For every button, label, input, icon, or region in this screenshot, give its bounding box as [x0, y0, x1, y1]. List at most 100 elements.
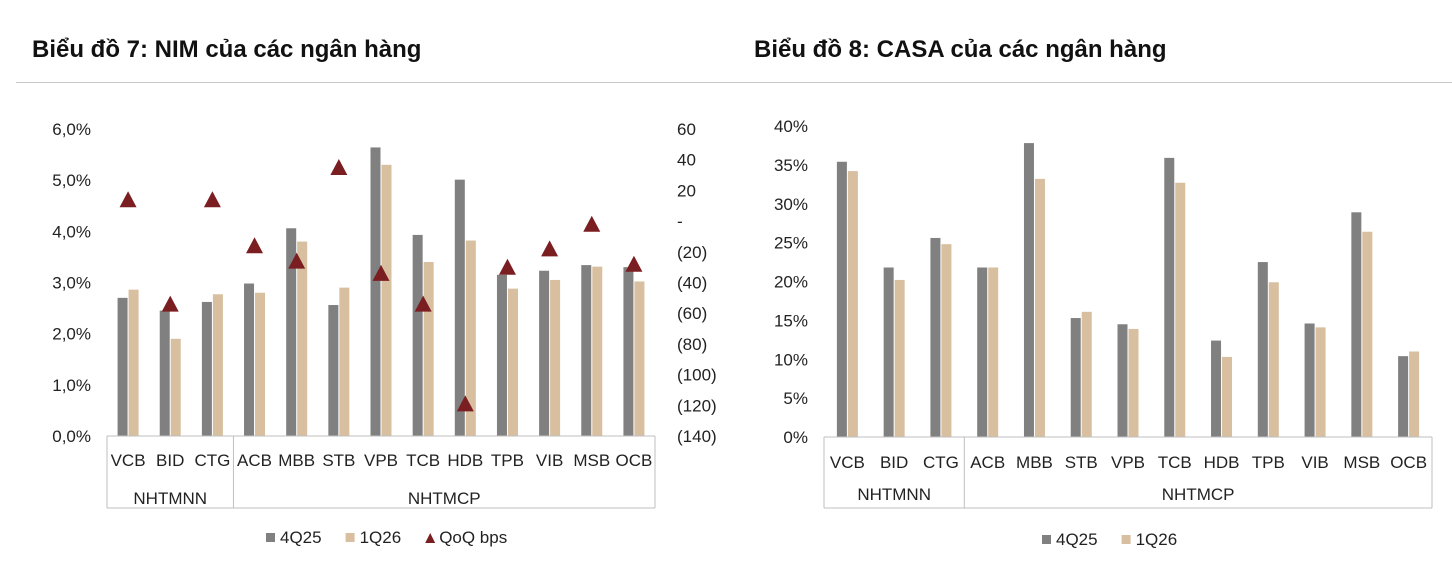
- chart7-y-tick-label: 5,0%: [52, 171, 91, 190]
- chart8-bar-4q25-vib: [1304, 323, 1315, 437]
- chart7-y2-tick-label: 60: [677, 120, 696, 139]
- chart8-group-label: NHTMCP: [1162, 485, 1235, 504]
- chart7-qoq-marker-msb: [583, 215, 601, 232]
- chart7-group-label: NHTMNN: [133, 489, 207, 508]
- chart7-bar-4q25-ocb: [623, 267, 634, 436]
- chart7-qoq-marker-ocb: [625, 255, 643, 272]
- chart8-y-tick-label: 5%: [783, 389, 808, 408]
- chart8-x-tick-label: CTG: [923, 453, 959, 472]
- chart7-y-tick-label: 4,0%: [52, 222, 91, 241]
- chart7-x-tick-label: TPB: [491, 451, 524, 470]
- chart7-y2-tick-label: (60): [677, 304, 707, 323]
- chart8-x-tick-label: OCB: [1390, 453, 1427, 472]
- chart8-bar-1q26-stb: [1081, 311, 1092, 437]
- chart7-y2-tick-label: (20): [677, 243, 707, 262]
- chart7-bar-4q25-stb: [328, 305, 339, 436]
- chart7-bar-1q26-hdb: [465, 240, 476, 436]
- chart7-y2-tick-label: (140): [677, 427, 717, 446]
- chart7-y2-tick-label: -: [677, 212, 683, 231]
- chart7-x-tick-label: VPB: [364, 451, 398, 470]
- chart7-x-tick-label: CTG: [194, 451, 230, 470]
- chart8-y-tick-label: 20%: [774, 273, 808, 292]
- chart7-x-tick-label: OCB: [616, 451, 653, 470]
- chart8-bar-1q26-bid: [894, 279, 905, 437]
- chart8-bar-1q26-tpb: [1268, 282, 1279, 437]
- chart7-x-tick-label: MSB: [573, 451, 610, 470]
- chart8-bar-4q25-ctg: [930, 237, 941, 437]
- chart7-legend-label: 1Q26: [360, 528, 402, 547]
- chart8-bar-4q25-mbb: [1023, 143, 1034, 438]
- chart7-y-tick-label: 0,0%: [52, 427, 91, 446]
- chart8-bar-1q26-ctg: [941, 244, 952, 437]
- chart7-group-label: NHTMCP: [408, 489, 481, 508]
- chart7-bar-4q25-vpb: [370, 147, 381, 437]
- chart8-y-tick-label: 0%: [783, 428, 808, 447]
- chart7-x-tick-label: ACB: [237, 451, 272, 470]
- chart7-legend-swatch-qoq: [425, 533, 436, 543]
- chart8-bar-4q25-msb: [1351, 212, 1362, 437]
- title-divider: [16, 82, 1452, 83]
- chart8-bar-1q26-hdb: [1222, 356, 1233, 437]
- chart8-x-tick-label: VPB: [1111, 453, 1145, 472]
- chart7-bar-1q26-bid: [170, 338, 181, 436]
- chart7-bar-1q26-msb: [592, 266, 603, 436]
- chart7-qoq-marker-tpb: [498, 258, 516, 275]
- chart7-y2-tick-label: (40): [677, 274, 707, 293]
- chart7-bar-4q25-vib: [539, 270, 550, 436]
- chart7-y2-tick-label: 20: [677, 181, 696, 200]
- chart7-bar-1q26-ocb: [634, 281, 645, 436]
- chart7-bar-4q25-hdb: [454, 179, 465, 436]
- chart8-bar-1q26-acb: [988, 267, 999, 437]
- chart8-y-tick-label: 35%: [774, 156, 808, 175]
- chart7-bar-1q26-acb: [255, 292, 266, 436]
- chart7-bar-1q26-vib: [550, 279, 561, 436]
- chart7-bar-1q26-ctg: [212, 294, 223, 436]
- chart8-bar-4q25-stb: [1070, 318, 1081, 437]
- chart7-qoq-marker-vib: [541, 240, 559, 257]
- chart8-bar-4q25-vcb: [836, 161, 847, 437]
- chart8-x-tick-label: BID: [880, 453, 908, 472]
- chart7-qoq-marker-vcb: [119, 191, 137, 208]
- chart7-title: Biểu đồ 7: NIM của các ngân hàng: [32, 36, 422, 63]
- chart7-bar-4q25-vcb: [117, 297, 128, 436]
- chart8-x-tick-label: STB: [1065, 453, 1098, 472]
- chart7-qoq-marker-hdb: [456, 395, 474, 412]
- chart7-x-tick-label: VIB: [536, 451, 563, 470]
- chart7-bar-4q25-msb: [581, 265, 592, 436]
- chart8-x-tick-label: VCB: [830, 453, 865, 472]
- chart7-x-tick-label: BID: [156, 451, 184, 470]
- chart7-qoq-marker-ctg: [203, 191, 221, 208]
- chart7-qoq-marker-acb: [246, 237, 264, 254]
- chart7-qoq-marker-mbb: [288, 252, 306, 269]
- chart8-bar-4q25-ocb: [1398, 356, 1409, 437]
- chart7-y2-tick-label: 40: [677, 151, 696, 170]
- chart8-bar-1q26-msb: [1362, 231, 1373, 437]
- chart7-legend-label: 4Q25: [280, 528, 322, 547]
- chart8-x-tick-label: MSB: [1343, 453, 1380, 472]
- chart8-legend-swatch-1q26: [1121, 535, 1131, 544]
- chart8-x-tick-label: MBB: [1016, 453, 1053, 472]
- chart7-bar-4q25-acb: [244, 283, 255, 436]
- chart7-bar-1q26-vpb: [381, 164, 392, 437]
- chart8-bar-4q25-tcb: [1164, 157, 1175, 437]
- chart8-y-tick-label: 25%: [774, 234, 808, 253]
- chart8-bar-4q25-vpb: [1117, 324, 1128, 437]
- chart7-bar-1q26-tpb: [507, 288, 518, 436]
- chart7-qoq-marker-vpb: [372, 264, 390, 281]
- chart8-y-tick-label: 40%: [774, 117, 808, 136]
- chart8-x-tick-label: HDB: [1204, 453, 1240, 472]
- chart7-y2-tick-label: (100): [677, 366, 717, 385]
- chart8-x-tick-label: TCB: [1158, 453, 1192, 472]
- chart7-y-tick-label: 2,0%: [52, 325, 91, 344]
- chart8-bar-1q26-ocb: [1409, 351, 1420, 437]
- chart8-x-tick-label: TPB: [1252, 453, 1285, 472]
- chart8-y-tick-label: 15%: [774, 311, 808, 330]
- chart7-qoq-marker-bid: [161, 295, 179, 312]
- chart8-bar-1q26-vib: [1315, 327, 1326, 437]
- chart8-legend-label: 1Q26: [1136, 530, 1178, 549]
- chart7-legend-swatch-4q25: [266, 533, 275, 542]
- chart7-bar-4q25-ctg: [201, 301, 212, 436]
- chart8-legend-label: 4Q25: [1056, 530, 1098, 549]
- chart7-x-tick-label: TCB: [406, 451, 440, 470]
- chart8-y-tick-label: 30%: [774, 195, 808, 214]
